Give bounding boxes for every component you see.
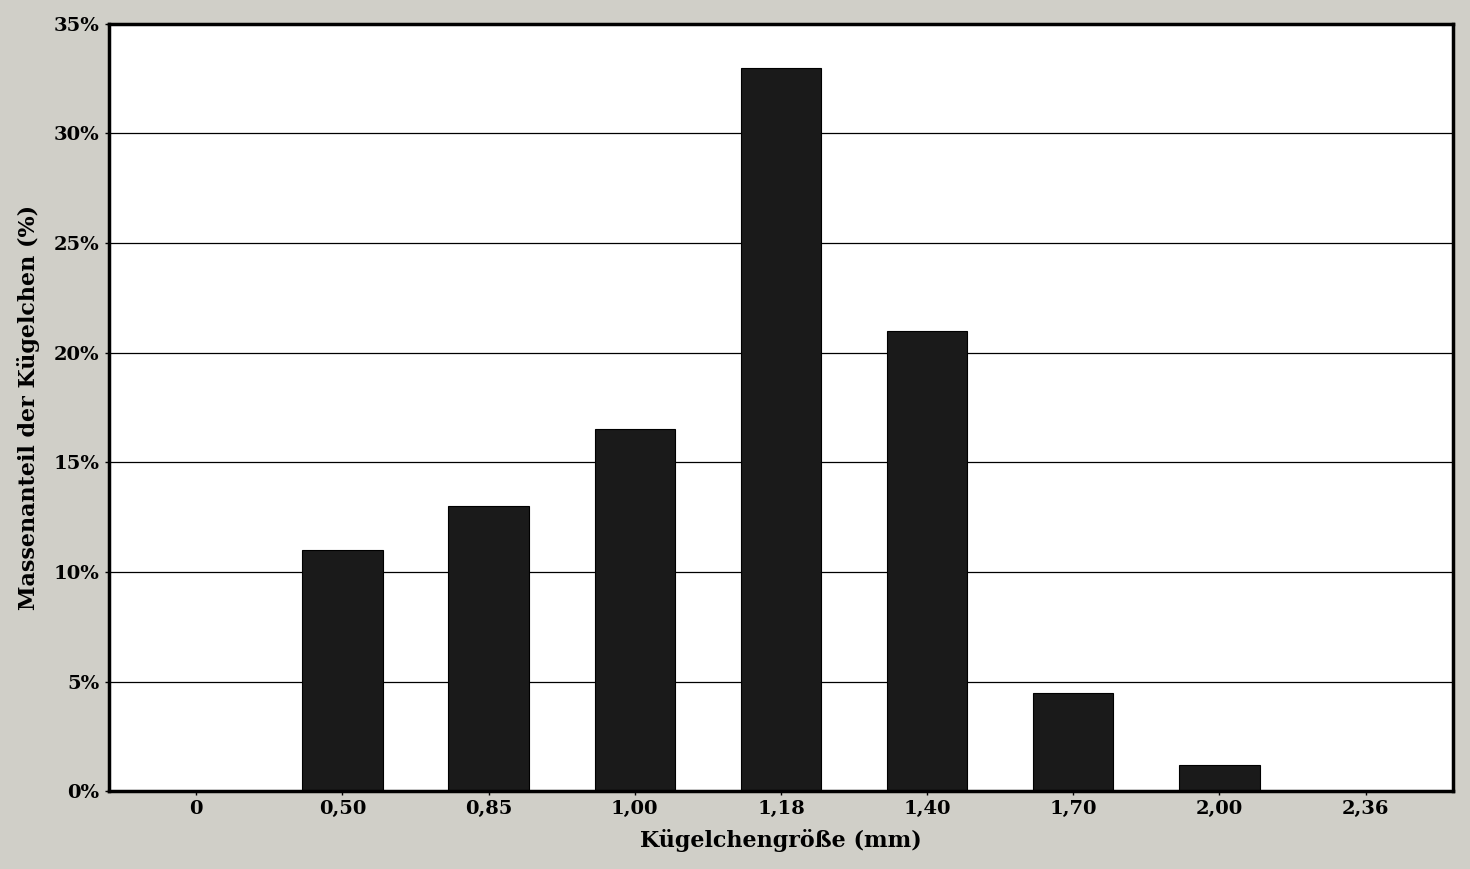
Bar [1033,693,1113,791]
X-axis label: Kügelchengröße (mm): Kügelchengröße (mm) [639,829,922,852]
Y-axis label: Massenanteil der Kügelchen (%): Massenanteil der Kügelchen (%) [16,205,40,610]
Bar [886,331,967,791]
Bar [1179,765,1260,791]
Bar [448,506,529,791]
Bar [741,68,822,791]
Bar [594,429,675,791]
Bar [303,550,382,791]
